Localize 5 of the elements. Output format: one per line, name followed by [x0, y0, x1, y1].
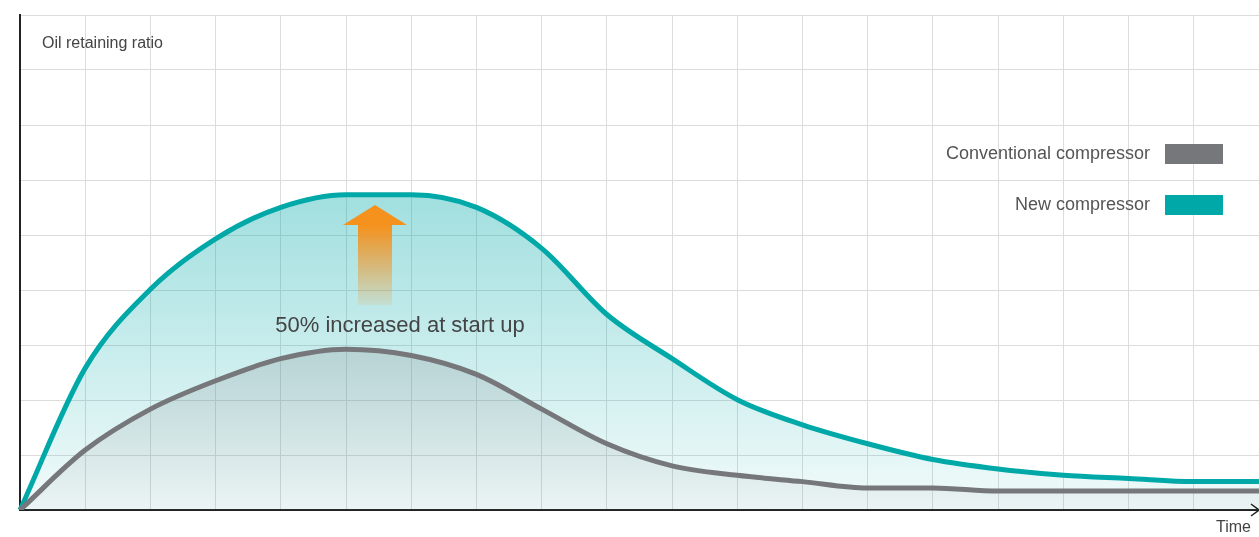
legend-label: New compressor — [1014, 193, 1150, 214]
text: Oil retaining ratio — [42, 34, 164, 52]
x-axis-title: Time — [1216, 518, 1252, 536]
legend-label: Conventional compressor — [945, 142, 1150, 163]
annotation: 50% increased at start up — [275, 312, 525, 338]
